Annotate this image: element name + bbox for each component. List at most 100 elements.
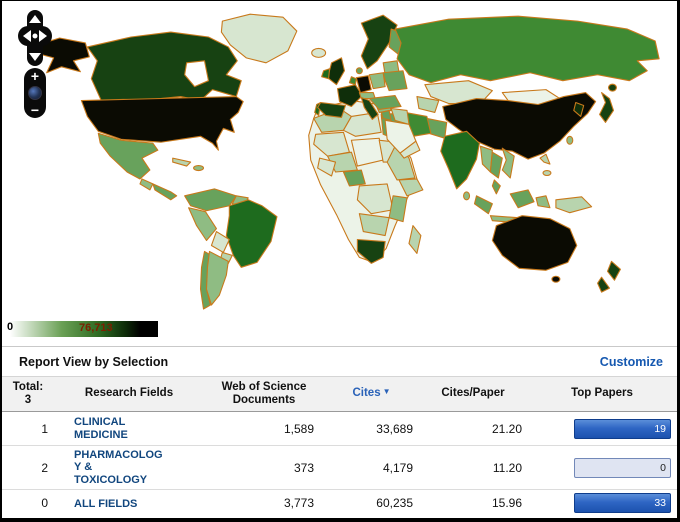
map-region-vietnam[interactable] <box>501 147 515 179</box>
report-table: Total: 3 Research Fields Web of Science … <box>2 376 677 518</box>
map-region-russia[interactable] <box>394 15 660 84</box>
legend-gradient-bar <box>10 321 158 337</box>
map-region-new-zealand-north[interactable] <box>606 260 621 281</box>
header-top-papers: Top Papers <box>571 387 633 400</box>
map-region-scandinavia[interactable] <box>360 14 398 70</box>
map-region-philippines-south[interactable] <box>542 169 552 177</box>
map-region-taiwan[interactable] <box>566 135 574 145</box>
pan-right-icon[interactable] <box>39 30 47 42</box>
customize-link[interactable]: Customize <box>599 354 663 369</box>
header-cites-per-paper: Cites/Paper <box>441 387 505 400</box>
table-header-row: Total: 3 Research Fields Web of Science … <box>2 376 677 412</box>
map-region-peru[interactable] <box>188 207 217 242</box>
map-region-australia[interactable] <box>491 215 578 271</box>
map-region-iceland[interactable] <box>311 47 327 58</box>
map-region-guatemala[interactable] <box>139 178 154 191</box>
map-region-italy[interactable] <box>360 97 379 120</box>
map-region-malaysia[interactable] <box>491 179 501 195</box>
map-region-korea[interactable] <box>573 101 585 117</box>
map-region-colombia-venezuela[interactable] <box>184 188 237 212</box>
map-region-cuba[interactable] <box>172 157 192 167</box>
report-header-bar: Report View by Selection Customize <box>2 346 677 376</box>
map-region-new-guinea[interactable] <box>555 196 593 214</box>
map-region-congo[interactable] <box>356 183 394 215</box>
map-region-east-africa[interactable] <box>388 195 408 223</box>
map-region-ireland[interactable] <box>321 68 331 80</box>
map-region-canada[interactable] <box>86 31 242 102</box>
map-region-spain[interactable] <box>317 101 347 118</box>
map-region-poland[interactable] <box>368 72 386 90</box>
header-research-fields: Research Fields <box>84 387 174 400</box>
zoom-out-button[interactable]: − <box>30 102 40 118</box>
row-cites-value: 33,689 <box>376 421 413 436</box>
map-region-madagascar[interactable] <box>408 225 422 254</box>
map-region-usa[interactable] <box>80 96 244 151</box>
field-link-clinical-medicine[interactable]: CLINICAL MEDICINE <box>74 415 128 441</box>
row-cites-per-paper-value: 21.20 <box>491 421 522 436</box>
map-region-angola-zambia[interactable] <box>358 213 390 237</box>
map-region-india[interactable] <box>440 130 481 190</box>
map-region-nigeria[interactable] <box>342 169 366 187</box>
map-region-thailand[interactable] <box>489 151 503 179</box>
row-cites-value: 60,235 <box>376 496 413 510</box>
map-region-france[interactable] <box>336 84 363 108</box>
sort-down-icon: ▼ <box>382 387 391 397</box>
map-region-greenland[interactable] <box>220 13 298 64</box>
zoom-in-button[interactable]: + <box>30 68 40 84</box>
map-water-hudson-bay <box>184 60 210 88</box>
map-region-mexico[interactable] <box>97 132 159 180</box>
row-rank: 2 <box>41 460 48 475</box>
header-total: Total: 3 <box>12 380 44 406</box>
globe-icon[interactable] <box>28 86 42 100</box>
map-region-germany[interactable] <box>355 75 372 94</box>
row-rank: 0 <box>41 496 48 510</box>
pan-down-icon[interactable] <box>29 53 41 61</box>
map-region-greece[interactable] <box>380 109 392 121</box>
top-papers-bar: 0 <box>574 457 671 478</box>
header-cites-sort[interactable]: Cites ▼ <box>352 387 391 400</box>
map-region-hispaniola[interactable] <box>193 165 205 172</box>
map-region-south-africa[interactable] <box>356 238 386 264</box>
map-region-turkey[interactable] <box>368 95 402 111</box>
header-wos-documents: Web of Science Documents <box>221 380 307 406</box>
map-region-hokkaido[interactable] <box>607 83 617 92</box>
field-link-all-fields[interactable]: ALL FIELDS <box>74 497 138 510</box>
map-region-argentina[interactable] <box>205 250 229 306</box>
map-region-sumatra[interactable] <box>473 195 493 215</box>
pan-left-icon[interactable] <box>23 30 31 42</box>
row-docs-value: 3,773 <box>283 496 314 510</box>
map-region-borneo[interactable] <box>509 189 535 209</box>
table-row: 2 PHARMACOLOGY & TOXICOLOGY 373 4,179 11… <box>2 446 677 490</box>
map-region-sulawesi[interactable] <box>535 195 551 209</box>
map-region-yemen-oman[interactable] <box>399 140 421 159</box>
table-row: 0 ALL FIELDS 3,773 60,235 15.96 33 <box>2 490 677 516</box>
map-region-brazil[interactable] <box>225 199 278 268</box>
map-region-tasmania[interactable] <box>551 275 561 283</box>
world-map <box>37 13 660 310</box>
map-pan-control[interactable] <box>17 9 53 67</box>
map-region-uk[interactable] <box>327 57 346 86</box>
map-region-sri-lanka[interactable] <box>463 191 471 201</box>
map-region-ethiopia[interactable] <box>398 178 424 197</box>
row-cites-per-paper-value: 11.20 <box>492 460 522 475</box>
report-title: Report View by Selection <box>19 354 169 369</box>
field-link-pharmacology-toxicology[interactable]: PHARMACOLOGY & TOXICOLOGY <box>74 448 163 486</box>
pan-up-icon[interactable] <box>29 15 41 23</box>
row-docs-value: 1,589 <box>283 421 314 436</box>
map-region-west-africa[interactable] <box>317 157 337 177</box>
map-region-ukraine[interactable] <box>382 70 408 92</box>
legend-max-value: 76,713 <box>79 322 113 334</box>
map-region-alaska[interactable] <box>37 37 90 74</box>
table-row: 1 CLINICAL MEDICINE 1,589 33,689 21.20 1… <box>2 412 677 446</box>
map-region-benelux[interactable] <box>348 76 357 86</box>
map-region-philippines[interactable] <box>539 153 551 165</box>
map-region-central-asia[interactable] <box>416 96 440 113</box>
map-region-denmark[interactable] <box>355 67 363 75</box>
row-cites-per-paper-value: 15.96 <box>491 496 522 510</box>
map-region-central-america[interactable] <box>152 183 178 201</box>
map-region-japan[interactable] <box>599 92 615 123</box>
map-region-new-zealand-south[interactable] <box>597 276 611 293</box>
world-map-panel: + − 0 76,713 <box>2 1 677 346</box>
map-zoom-control[interactable]: + − <box>24 68 46 118</box>
